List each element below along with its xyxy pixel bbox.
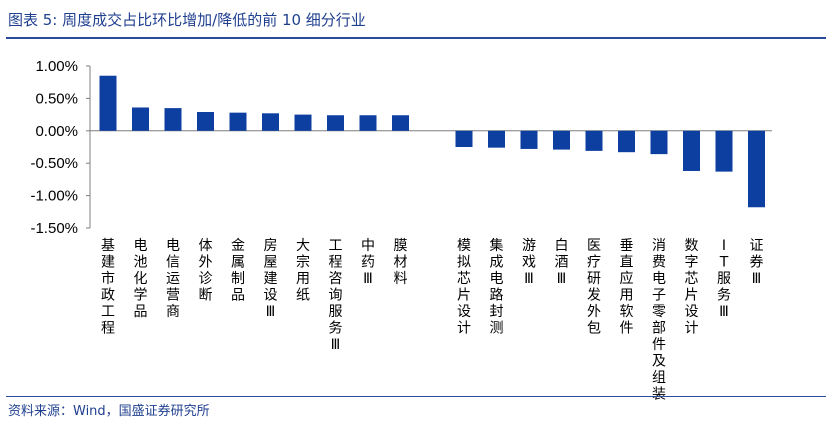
category-label: 游戏 Ⅲ [522,238,536,287]
category-label: 金属制品 [231,238,245,304]
y-tick-label: 0.50% [35,90,78,107]
bar [327,115,344,131]
y-tick-label: -0.50% [30,155,78,172]
bar [585,130,603,151]
bar [520,130,538,149]
category-label: I T 服务 Ⅲ [717,238,731,320]
category-label: 消费电子零部件及组装 [652,238,666,403]
bar [553,130,570,150]
category-label: 大宗用纸 [296,238,310,304]
source-note: 资料来源：Wind，国盛证券研究所 [8,404,210,419]
category-label: 医疗研发外包 [587,238,601,337]
bar [294,114,312,131]
source-divider [6,396,826,397]
category-label: 膜材料 [394,238,408,287]
y-tick-label: -1.50% [30,220,78,237]
y-tick-label: -1.00% [30,188,78,205]
category-label: 模拟芯片设计 [457,238,471,337]
category-label: 垂直应用软件 [620,238,634,337]
bar [197,112,214,131]
bar [99,75,117,131]
category-label: 体外诊断 [199,238,213,304]
chart-title: 图表 5: 周度成交占比环比增加/降低的前 10 细分行业 [8,11,366,29]
category-label: 数字芯片设计 [685,238,699,337]
category-label: 工程咨询服务 Ⅲ [329,238,343,353]
category-label: 集成电路封测 [490,237,504,337]
category-label: 房屋建设 Ⅲ [264,238,278,320]
y-tick-label: 1.00% [35,58,78,75]
bar [618,130,635,153]
y-tick-label: 0.00% [35,123,78,140]
bar [455,130,473,147]
title-divider [6,37,826,39]
category-label: 证券 Ⅲ [750,238,764,287]
bar [132,107,149,131]
bar [683,130,700,171]
bar [715,130,733,172]
category-label: 中药 Ⅲ [361,238,375,287]
category-label: 基建市政工程 [101,237,115,337]
bar [748,130,765,208]
bar [392,115,409,131]
bar [650,130,668,155]
bar [359,115,377,131]
bar [229,112,247,131]
category-label: 电池化学品 [134,238,148,320]
bar [488,130,505,148]
category-label: 电信运营商 [166,238,180,320]
bar [164,108,182,131]
category-label: 白酒 Ⅲ [555,238,569,287]
bar [262,113,279,131]
